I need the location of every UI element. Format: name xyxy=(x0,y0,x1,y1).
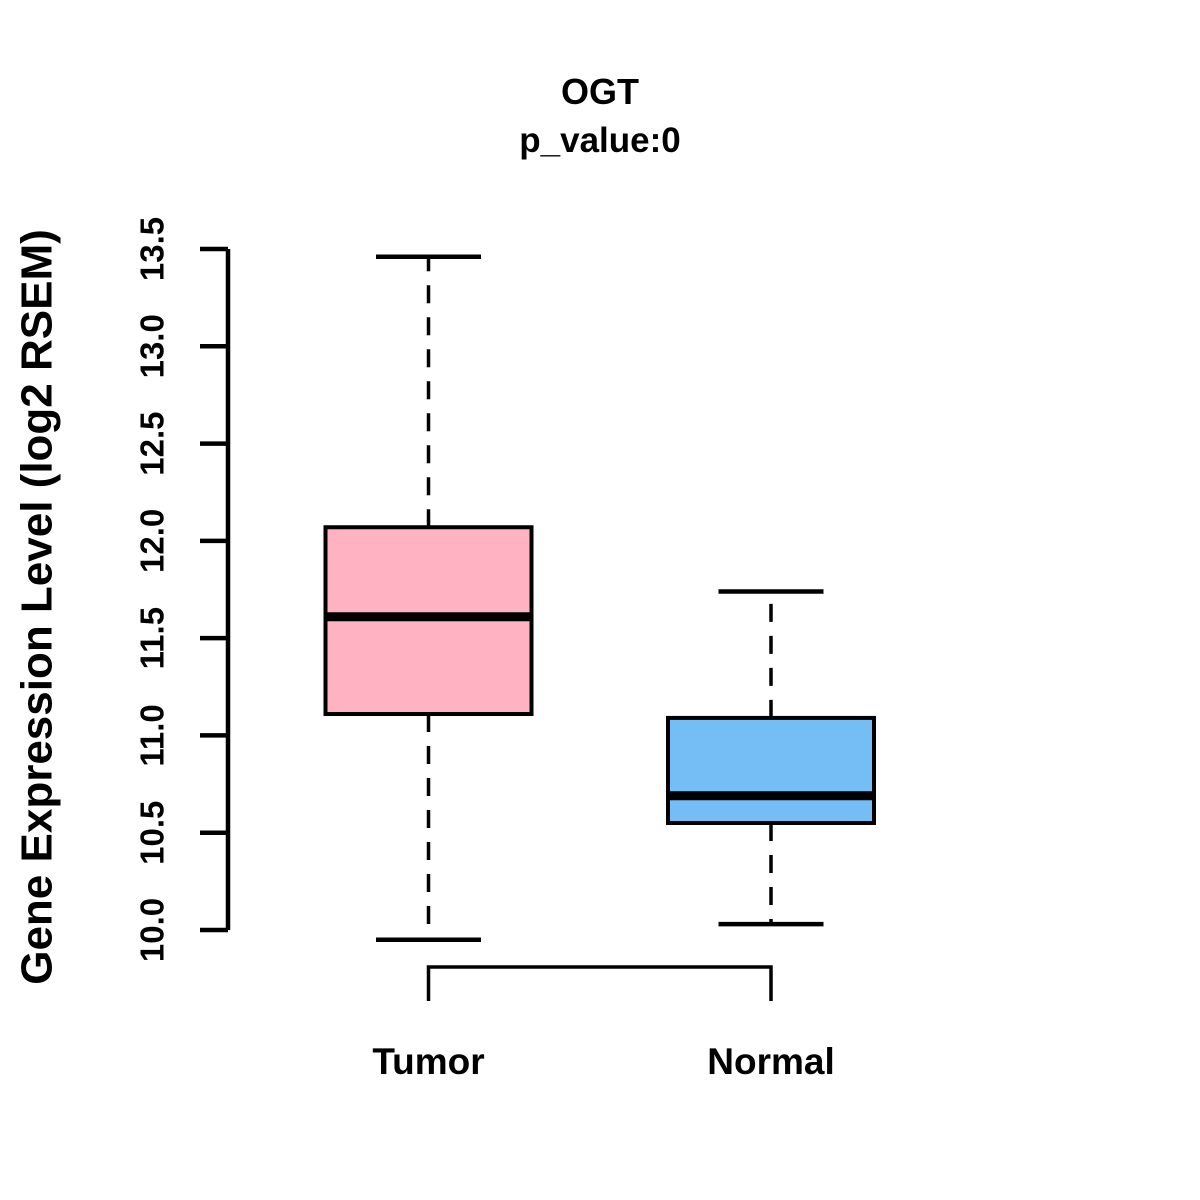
boxplot-series xyxy=(323,254,876,942)
y-axis: 10.0 10.5 11.0 11.5 12.0 12.5 13.0 13.5 xyxy=(134,217,231,962)
boxplot-tumor xyxy=(323,254,534,942)
y-axis-tick-label: 10.5 xyxy=(134,801,171,865)
y-axis-tick-label: 11.5 xyxy=(134,607,171,669)
chart-subtitle: p_value:0 xyxy=(519,121,680,160)
x-category-label-normal: Normal xyxy=(707,1041,834,1082)
y-axis-tick-label: 13.5 xyxy=(134,217,171,281)
y-axis-tick-label: 12.5 xyxy=(134,411,171,475)
y-axis-tick-label: 12.0 xyxy=(134,509,171,573)
boxplot-normal xyxy=(666,589,876,927)
y-axis-tick-label: 13.0 xyxy=(134,314,171,378)
comparison-bracket xyxy=(426,965,773,1001)
comparison-bracket-layer xyxy=(426,965,773,1001)
y-axis-label: Gene Expression Level (log2 RSEM) xyxy=(12,229,61,985)
iqr-box-normal xyxy=(666,715,876,825)
y-axis-tick-label: 11.0 xyxy=(134,704,171,766)
x-category-label-tumor: Tumor xyxy=(372,1041,484,1082)
chart-title: OGT xyxy=(561,71,639,112)
y-axis-tick-label: 10.0 xyxy=(134,898,171,962)
